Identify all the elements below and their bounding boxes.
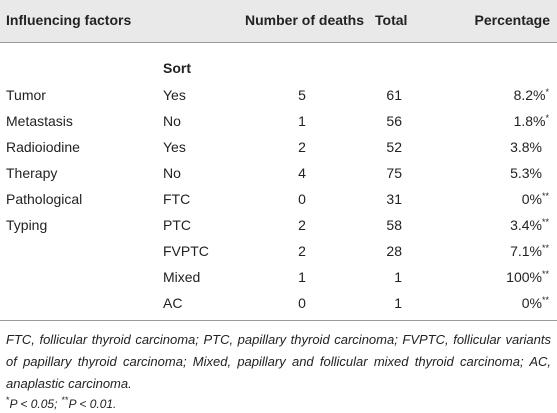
percentage-value: 0% [521, 295, 542, 311]
total-cell: 75 [386, 165, 402, 181]
percentage-value: 100% [506, 269, 542, 285]
deaths-cell: 0 [298, 295, 306, 311]
header-band [0, 0, 557, 43]
factor-cell: Pathological [6, 191, 83, 207]
total-cell: 1 [394, 295, 402, 311]
deaths-cell: 2 [298, 217, 306, 233]
factor-cell: Radioiodine [6, 139, 80, 155]
deaths-cell: 1 [298, 269, 306, 285]
significance-note: *P < 0.05; **P < 0.01. [6, 393, 551, 413]
deaths-cell: 1 [298, 113, 306, 129]
percentage-value: 5.3% [510, 165, 542, 181]
sort-cell: FTC [163, 191, 191, 207]
significance-mark: * [6, 395, 10, 405]
table-rule [0, 320, 557, 321]
percentage-cell: 100%** [506, 268, 549, 286]
subheader: Sort [163, 60, 191, 76]
significance-mark: ** [541, 269, 549, 279]
significance-mark: * [545, 87, 549, 97]
significance-mark: ** [541, 191, 549, 201]
column-header: Number of deaths [245, 12, 365, 28]
percentage-cell: 8.2%* [514, 86, 549, 104]
percentage-cell: 0%** [522, 294, 549, 312]
percentage-value: 7.1% [510, 243, 542, 259]
factor-cell: Therapy [6, 165, 58, 181]
total-cell: 1 [394, 269, 402, 285]
factor-cell: Typing [6, 217, 48, 233]
percentage-cell: 0%** [522, 190, 549, 208]
sort-cell: No [163, 113, 181, 129]
significance-text: P < 0.05; [9, 397, 58, 411]
significance-mark: ** [61, 395, 69, 405]
significance-mark: ** [541, 295, 549, 305]
sort-cell: PTC [163, 217, 191, 233]
abbreviation-note: FTC, follicular thyroid carcinoma; PTC, … [6, 332, 551, 391]
percentage-cell: 3.4%** [510, 216, 549, 234]
total-cell: 61 [386, 87, 402, 103]
deaths-cell: 2 [298, 243, 306, 259]
sort-cell: Mixed [163, 269, 201, 285]
factor-cell: Tumor [6, 87, 46, 103]
deaths-cell: 2 [298, 139, 306, 155]
significance-mark: ** [541, 217, 549, 227]
sort-cell: FVPTC [163, 243, 209, 259]
column-header: Influencing factors [6, 12, 132, 28]
percentage-cell: 7.1%** [510, 242, 549, 260]
percentage-cell: 5.3% [510, 164, 542, 182]
significance-mark: * [545, 113, 549, 123]
sort-cell: Yes [163, 87, 186, 103]
column-header: Total [375, 12, 408, 28]
total-cell: 52 [386, 139, 402, 155]
column-header: Percentage [474, 12, 550, 28]
significance-text: P < 0.01. [68, 397, 117, 411]
percentage-value: 0% [521, 191, 542, 207]
percentage-cell: 3.8% [510, 138, 542, 156]
total-cell: 31 [386, 191, 402, 207]
total-cell: 28 [386, 243, 402, 259]
sort-cell: AC [163, 295, 183, 311]
significance-mark: ** [541, 243, 549, 253]
deaths-cell: 0 [298, 191, 306, 207]
sort-cell: No [163, 165, 181, 181]
percentage-value: 3.4% [510, 217, 542, 233]
percentage-value: 8.2% [513, 87, 546, 103]
percentage-value: 1.8% [513, 113, 546, 129]
deaths-cell: 4 [298, 165, 306, 181]
percentage-value: 3.8% [510, 139, 542, 155]
percentage-cell: 1.8%* [514, 112, 549, 130]
total-cell: 56 [386, 113, 402, 129]
factor-cell: Metastasis [6, 113, 73, 129]
total-cell: 58 [386, 217, 402, 233]
deaths-cell: 5 [298, 87, 306, 103]
sort-cell: Yes [163, 139, 186, 155]
